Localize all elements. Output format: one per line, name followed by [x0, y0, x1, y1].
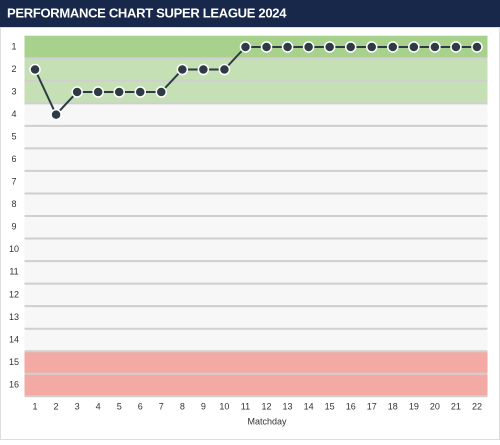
y-tick-label: 14 — [9, 334, 19, 344]
x-tick-label: 2 — [54, 401, 59, 411]
y-tick-label: 9 — [11, 222, 16, 232]
point — [176, 63, 189, 76]
x-tick-label: 1 — [33, 401, 38, 411]
point — [71, 86, 83, 98]
y-tick-label: 3 — [11, 86, 16, 96]
x-tick-label: 19 — [409, 401, 419, 411]
series-line — [34, 45, 477, 117]
point — [281, 41, 294, 53]
x-tick-label: 11 — [241, 401, 250, 411]
chart-title: PERFORMANCE CHART SUPER LEAGUE 2024 — [7, 5, 287, 20]
y-tick-label: 2 — [11, 64, 16, 74]
x-tick-label: 15 — [325, 401, 335, 411]
point — [218, 63, 231, 76]
y-tick-label: 4 — [11, 109, 16, 119]
point — [50, 108, 62, 121]
x-tick-label: 21 — [451, 401, 461, 411]
y-tick-label: 8 — [11, 199, 16, 209]
x-tick-label: 10 — [219, 401, 229, 411]
point — [323, 41, 336, 53]
y-tick-label: 16 — [9, 379, 19, 389]
point — [408, 41, 420, 53]
x-tick-label: 16 — [346, 401, 356, 411]
y-tick-label: 11 — [9, 267, 18, 277]
point — [366, 41, 378, 53]
point — [134, 86, 146, 98]
y-tick-label: 5 — [11, 131, 16, 141]
x-axis-label: Matchday — [247, 416, 287, 426]
x-tick-label: 4 — [96, 401, 101, 411]
y-tick-label: 13 — [9, 312, 19, 322]
point — [113, 86, 125, 98]
point — [29, 63, 41, 76]
x-tick-label: 8 — [180, 401, 185, 411]
x-tick-label: 5 — [117, 401, 122, 411]
x-tick-label: 14 — [304, 401, 314, 411]
x-tick-label: 18 — [388, 401, 398, 411]
point — [92, 86, 104, 98]
point — [260, 41, 273, 53]
y-tick-label: 7 — [11, 177, 16, 187]
point — [155, 86, 168, 98]
x-tick-label: 9 — [201, 401, 206, 411]
x-tick-label: 22 — [472, 401, 482, 411]
x-tick-label: 12 — [262, 401, 272, 411]
y-tick-label: 12 — [9, 289, 19, 299]
x-tick-label: 17 — [367, 401, 377, 411]
point — [344, 41, 357, 53]
x-tick-label: 20 — [430, 401, 440, 411]
x-tick-label: 13 — [283, 401, 293, 411]
x-tick-label: 7 — [159, 401, 164, 411]
point — [429, 41, 441, 53]
x-tick-label: 3 — [75, 401, 80, 411]
y-tick-label: 10 — [9, 244, 19, 254]
point — [471, 41, 483, 53]
point — [302, 41, 315, 53]
point — [387, 41, 399, 53]
point — [239, 41, 252, 53]
y-tick-label: 6 — [11, 154, 16, 164]
point — [450, 41, 462, 53]
header-bar — [0, 0, 500, 27]
x-tick-label: 6 — [138, 401, 143, 411]
y-tick-label: 1 — [11, 41, 16, 51]
zone — [24, 103, 488, 352]
point — [197, 63, 210, 76]
y-tick-label: 15 — [9, 357, 19, 367]
